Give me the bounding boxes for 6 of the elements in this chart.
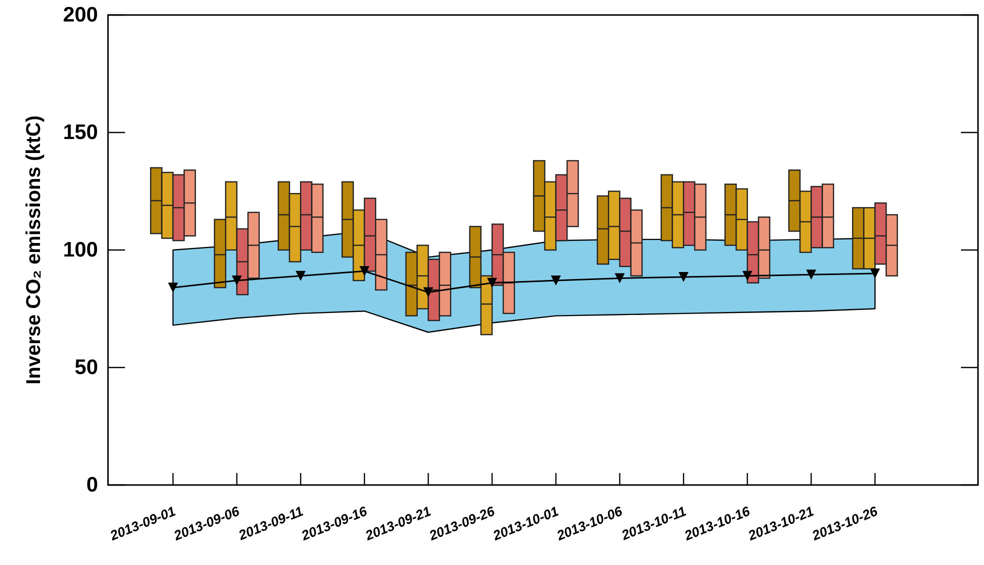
y-axis-title: Inverse CO₂ emissions (ktC) [23,116,45,384]
y-tick-label: 150 [62,121,98,144]
y-tick-label: 50 [74,356,98,380]
y-tick-label: 200 [62,4,98,27]
y-tick-label: 0 [86,474,98,497]
y-tick-label: 100 [62,238,98,262]
